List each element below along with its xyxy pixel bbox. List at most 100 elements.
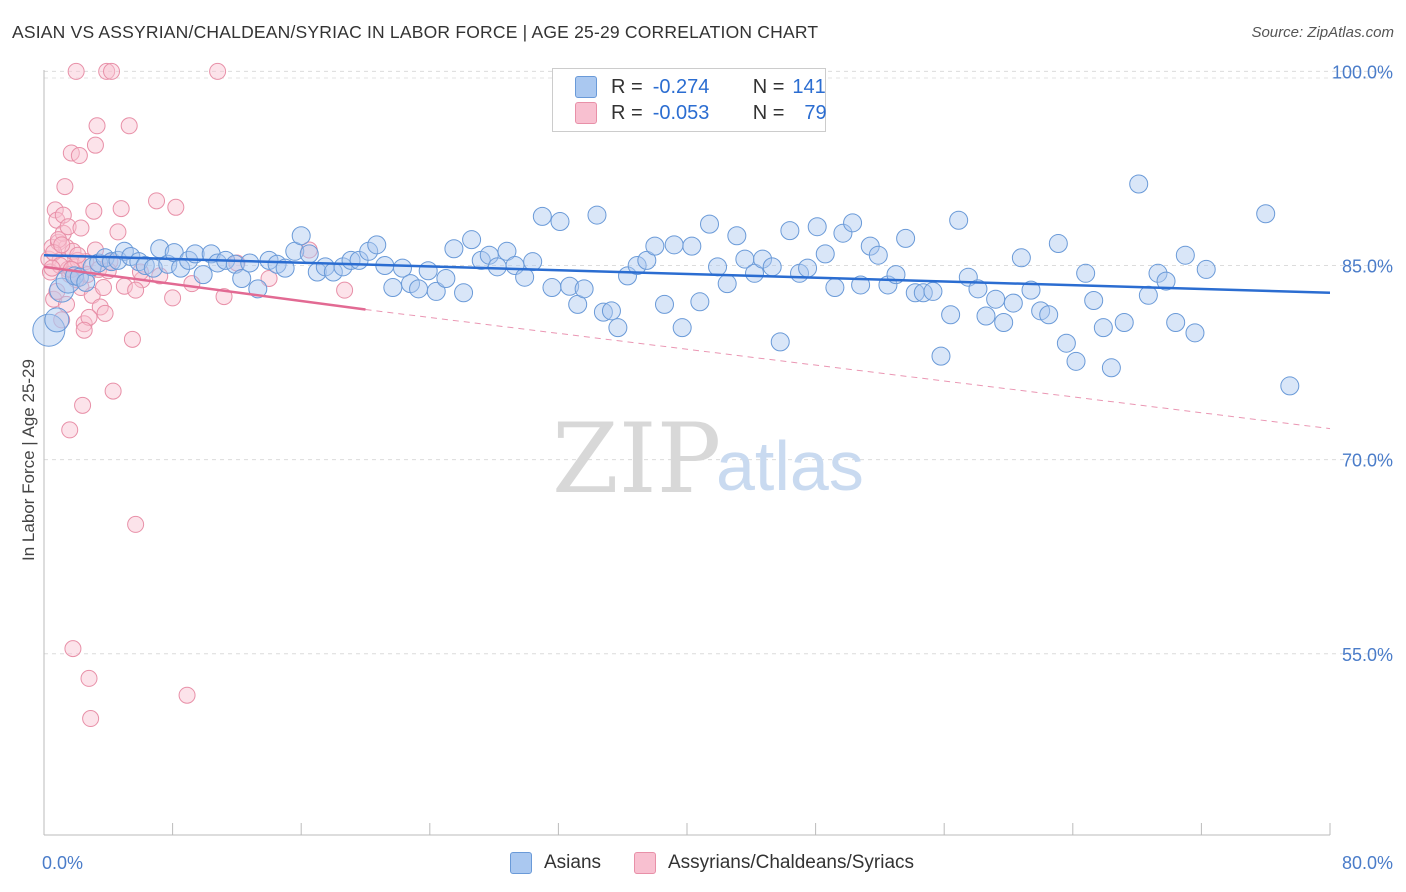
- data-point-asian: [1066, 351, 1086, 371]
- trend-line-assyrians-extended: [365, 309, 1331, 430]
- data-point-asian: [896, 228, 916, 248]
- y-tick-labels: 100.0% 85.0% 70.0% 55.0%: [1332, 62, 1393, 664]
- data-point-asian: [1101, 358, 1121, 378]
- data-point-assyrian: [127, 281, 145, 299]
- data-point-asian: [248, 279, 268, 299]
- data-point-asian: [359, 241, 379, 261]
- bottom-legend-swatch-asians: [510, 852, 532, 874]
- legend-r-value-assyrians: -0.053: [652, 101, 710, 124]
- data-point-asian: [627, 256, 647, 276]
- data-point-assyrian: [85, 202, 103, 220]
- data-point-asian: [807, 217, 827, 237]
- data-point-assyrian: [120, 117, 138, 135]
- data-point-asian: [436, 268, 456, 288]
- data-point-asian: [682, 236, 702, 256]
- x-tick-labels: 0.0% 80.0%: [42, 853, 1393, 873]
- data-point-asian: [392, 258, 412, 278]
- data-point-asian: [1076, 263, 1096, 283]
- legend-row-asians: R = -0.274 N = 141: [575, 75, 826, 99]
- y-axis-label: In Labor Force | Age 25-29: [19, 359, 38, 561]
- trend-lines: [43, 253, 1331, 430]
- data-point-assyrian: [178, 686, 196, 704]
- data-point-assyrian: [53, 236, 71, 254]
- data-point-asian: [479, 245, 499, 265]
- data-point-asian: [1185, 323, 1205, 343]
- data-point-assyrian: [336, 281, 354, 299]
- data-point-asian: [780, 221, 800, 241]
- data-point-asian: [532, 206, 552, 226]
- watermark-atlas: atlas: [716, 427, 864, 505]
- legend-n-value-asians: 141: [792, 75, 826, 98]
- data-point-asian: [49, 277, 75, 303]
- data-point-asian: [745, 263, 765, 283]
- gridlines: [44, 70, 1390, 655]
- data-point-asian: [700, 214, 720, 234]
- data-point-assyrian: [80, 669, 98, 687]
- data-point-assyrian: [260, 269, 278, 287]
- data-point-asian: [1156, 271, 1176, 291]
- data-point-assyrian: [80, 308, 98, 326]
- data-point-asian: [637, 250, 657, 270]
- data-point-asian: [291, 226, 311, 246]
- data-point-asian: [1138, 285, 1158, 305]
- data-point-asian: [1093, 318, 1113, 338]
- legend-r-label: R =: [611, 75, 643, 98]
- data-point-asian: [1148, 263, 1168, 283]
- legend-row-assyrians: R = -0.053 N = 79: [575, 101, 827, 125]
- data-point-asian: [1175, 245, 1195, 265]
- data-point-asian: [333, 257, 353, 277]
- data-point-asian: [1166, 312, 1186, 332]
- data-point-assyrian: [53, 311, 71, 329]
- bottom-legend-label-assyrians: Assyrians/Chaldeans/Syriacs: [668, 852, 915, 873]
- data-point-asian: [232, 268, 252, 288]
- data-point-assyrian: [61, 421, 79, 439]
- data-point-asian: [1048, 234, 1068, 254]
- data-point-asian: [32, 313, 66, 347]
- data-point-asian: [664, 235, 684, 255]
- legend-r-label: R =: [611, 101, 643, 124]
- data-point-asian: [976, 306, 996, 326]
- legend-swatch-asians: [575, 76, 597, 98]
- data-point-asian: [593, 302, 613, 322]
- data-point-asian: [193, 265, 213, 285]
- data-point-asian: [843, 213, 863, 233]
- data-point-assyrian: [112, 200, 130, 218]
- x-tick-label: 80.0%: [1342, 853, 1393, 873]
- data-point-asian: [931, 346, 951, 366]
- data-point-asian: [994, 312, 1014, 332]
- data-point-asian: [1280, 376, 1300, 396]
- data-point-asian: [672, 318, 692, 338]
- data-point-assyrian: [103, 62, 121, 80]
- legend-r-value-asians: -0.274: [652, 75, 710, 98]
- chart-title: ASIAN VS ASSYRIAN/CHALDEAN/SYRIAC IN LAB…: [12, 22, 819, 42]
- data-point-asian: [690, 292, 710, 312]
- data-point-asian: [367, 235, 387, 255]
- data-point-asian: [986, 289, 1006, 309]
- asian-points: [32, 174, 1300, 396]
- source-credit: Source: ZipAtlas.com: [1251, 24, 1394, 41]
- data-point-assyrian: [94, 279, 112, 297]
- data-point-assyrian: [209, 62, 227, 80]
- data-point-assyrian: [48, 282, 66, 300]
- data-point-asian: [454, 283, 474, 303]
- data-point-asian: [868, 245, 888, 265]
- axes: [43, 70, 1331, 836]
- data-point-asian: [1003, 293, 1023, 313]
- bottom-legend-assyrians: Assyrians/Chaldeans/Syriacs: [634, 852, 914, 874]
- data-point-asian: [851, 275, 871, 295]
- data-point-asian: [114, 241, 134, 261]
- bottom-legend-asians: Asians: [510, 852, 601, 874]
- legend-n-label: N =: [752, 101, 785, 124]
- data-point-asian: [44, 307, 70, 333]
- data-point-assyrian: [104, 382, 122, 400]
- data-point-asian: [487, 257, 507, 277]
- data-point-assyrian: [56, 178, 74, 196]
- data-point-assyrian: [164, 289, 182, 307]
- data-point-assyrian: [127, 515, 145, 533]
- data-point-asian: [542, 278, 562, 298]
- bottom-legend-swatch-assyrians: [634, 852, 656, 874]
- data-point-assyrian: [109, 223, 127, 241]
- bottom-legend-label-asians: Asians: [544, 852, 602, 873]
- data-point-asian: [1084, 290, 1104, 310]
